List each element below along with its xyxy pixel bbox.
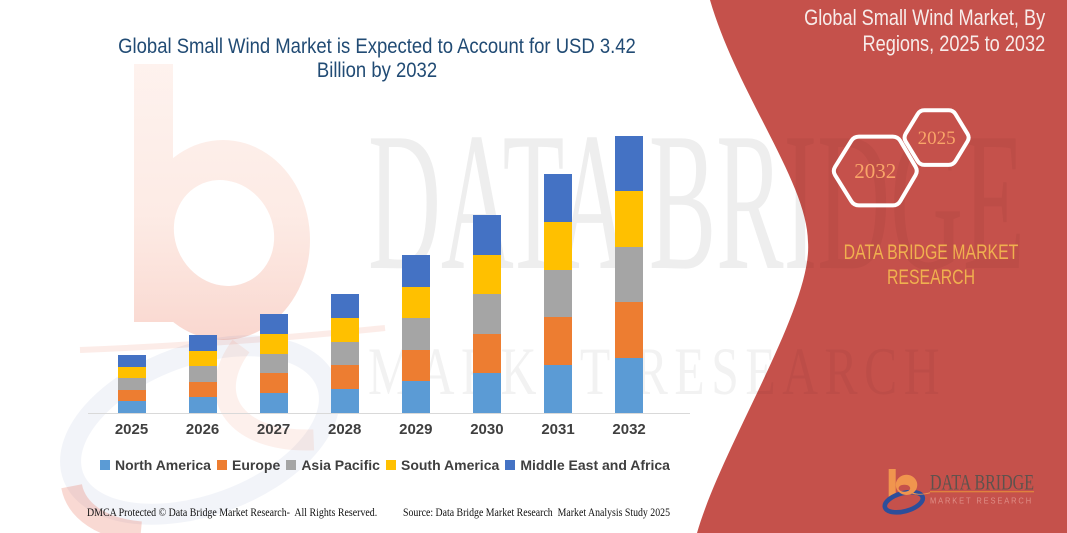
svg-text:2032: 2032 xyxy=(854,159,896,183)
svg-text:DATA BRIDGE: DATA BRIDGE xyxy=(930,470,1034,495)
svg-text:2025: 2025 xyxy=(918,128,956,149)
svg-text:MARKET RESEARCH: MARKET RESEARCH xyxy=(930,497,1033,506)
